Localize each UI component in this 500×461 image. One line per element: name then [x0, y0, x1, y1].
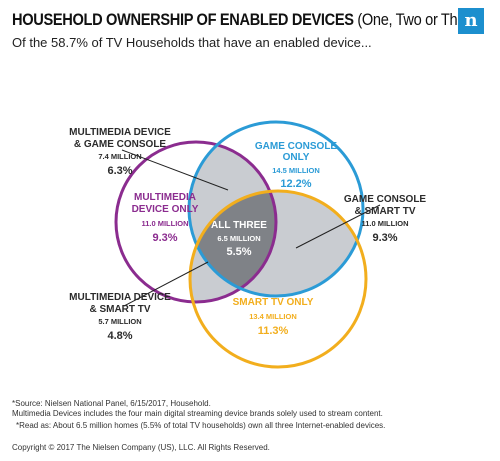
multimedia-circle — [114, 140, 278, 304]
callout-gt-line2: & SMART TV — [354, 206, 415, 217]
subtitle: Of the 58.7% of TV Households that have … — [12, 35, 372, 50]
callout-gt-millions: 11.0 MILLION — [361, 219, 408, 228]
all-three-percent: 5.5% — [226, 246, 251, 258]
game-only-percent: 12.2% — [280, 178, 311, 190]
game-only-millions: 14.5 MILLION — [272, 166, 320, 175]
game-console-circle — [187, 120, 365, 298]
all-three-millions: 6.5 MILLION — [217, 234, 260, 243]
game-only-label-1: GAME CONSOLE — [255, 141, 338, 152]
callout-mg-percent: 6.3% — [107, 165, 132, 177]
callout-gt-percent: 9.3% — [372, 232, 397, 244]
footer-read-as: *Read as: About 6.5 million homes (5.5% … — [16, 421, 386, 430]
footer-source: *Source: Nielsen National Panel, 6/15/20… — [12, 399, 211, 408]
all-three-label: ALL THREE — [211, 220, 267, 231]
multimedia-only-label-1: MULTIMEDIA — [134, 192, 196, 203]
callout-mg-millions: 7.4 MILLION — [98, 152, 141, 161]
callout-mt-millions: 5.7 MILLION — [98, 317, 141, 326]
smarttv-only-label: SMART TV ONLY — [233, 297, 314, 308]
smarttv-only-millions: 13.4 MILLION — [249, 312, 297, 321]
multimedia-only-percent: 9.3% — [152, 232, 177, 244]
callout-mg-line1: MULTIMEDIA DEVICE — [69, 127, 171, 138]
callout-mt-line1: MULTIMEDIA DEVICE — [69, 292, 171, 303]
title-main: HOUSEHOLD OWNERSHIP OF ENABLED DEVICES — [12, 10, 354, 29]
game-only-label-2: ONLY — [283, 152, 310, 163]
page-title: HOUSEHOLD OWNERSHIP OF ENABLED DEVICES (… — [12, 10, 482, 30]
callout-multimedia-game: MULTIMEDIA DEVICE & GAME CONSOLE 7.4 MIL… — [69, 127, 171, 177]
smarttv-only-percent: 11.3% — [258, 325, 289, 337]
title-suffix: (One, Two or Three) — [357, 10, 482, 29]
leader-line-multimedia-game — [121, 149, 229, 191]
multimedia-only-millions: 11.0 MILLION — [141, 219, 188, 228]
title-row: HOUSEHOLD OWNERSHIP OF ENABLED DEVICES (… — [12, 10, 482, 30]
callout-mt-line2: & SMART TV — [89, 304, 150, 315]
nielsen-logo-icon: n — [458, 8, 484, 34]
copyright: Copyright © 2017 The Nielsen Company (US… — [12, 443, 270, 452]
leader-line-game-smarttv — [295, 204, 381, 249]
callout-game-smarttv: GAME CONSOLE & SMART TV 11.0 MILLION 9.3… — [344, 194, 427, 244]
multimedia-only-label-2: DEVICE ONLY — [132, 204, 199, 215]
callout-gt-line1: GAME CONSOLE — [344, 194, 427, 205]
callout-mt-percent: 4.8% — [107, 330, 132, 342]
leader-line-multimedia-smarttv — [123, 261, 209, 307]
overlap-all-three-region — [190, 191, 276, 296]
callout-mg-line2: & GAME CONSOLE — [74, 139, 167, 150]
callout-multimedia-smarttv: MULTIMEDIA DEVICE & SMART TV 5.7 MILLION… — [69, 292, 171, 342]
footer-note: Multimedia Devices includes the four mai… — [12, 409, 383, 418]
overlap-all-fill — [190, 191, 276, 296]
smart-tv-circle — [188, 189, 368, 369]
